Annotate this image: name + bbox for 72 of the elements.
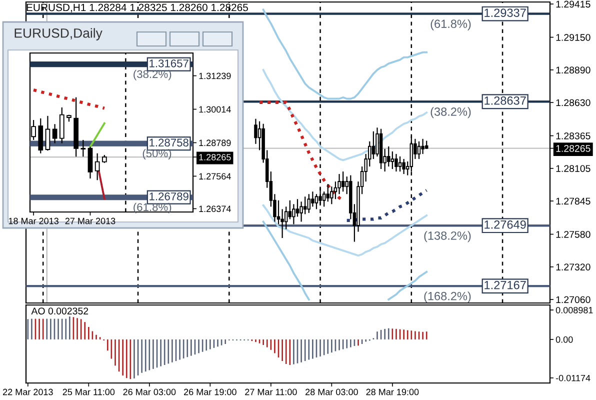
candlestick [387, 146, 390, 168]
candlestick [338, 173, 341, 195]
candlestick [296, 198, 300, 218]
chart-title: AO 0.002352 [31, 308, 88, 314]
annotation: (38.2%) [134, 70, 172, 80]
candlestick [311, 191, 314, 208]
ref-line-label: 1.28637 [484, 96, 526, 105]
x-tick-label: 25 Mar 11:00 [62, 388, 115, 396]
ref-line-label: 1.27167 [484, 280, 526, 290]
y-tick-label: 1.28890 [556, 66, 590, 74]
y-tick-label: 1.27060 [556, 296, 590, 304]
y-tick-label: 1.28789 [199, 140, 231, 146]
y-tick-label: 1.29415 [556, 0, 590, 8]
ref-line-label: 1.31657 [150, 59, 188, 68]
y-tick-label: 1.28265 [199, 154, 231, 160]
ref-line-label: 1.26789 [150, 192, 188, 200]
candlestick [80, 139, 86, 158]
chart-title: EURUSD,Daily [14, 28, 102, 40]
candlestick [59, 106, 64, 144]
chart-title: EURUSD,H1 1.28284 1.28325 1.28260 1.28265 [26, 4, 248, 12]
x-tick-label: 26 Mar 03:00 [123, 388, 176, 396]
candlestick [394, 153, 398, 172]
y-tick-label: 1.27564 [199, 173, 231, 180]
x-tick-label: 28 Mar 19:00 [366, 388, 419, 396]
y-tick-label: 1.26374 [199, 206, 231, 212]
y-tick-label: 1.28630 [556, 99, 590, 106]
ref-line-label: 1.28758 [150, 138, 188, 147]
x-tick-label: 27 Mar 11:00 [245, 388, 297, 396]
annotation: (138.2%) [424, 231, 471, 242]
candlestick [94, 152, 100, 181]
y-tick-label: 1.27845 [556, 198, 590, 205]
x-tick-label: 26 Mar 19:00 [184, 388, 236, 396]
candlestick [307, 194, 311, 214]
candlestick [52, 124, 58, 144]
y-tick-label: 1.28105 [556, 165, 590, 172]
line-series [32, 88, 106, 110]
candlestick [341, 170, 345, 192]
annotation: (38.2%) [430, 107, 471, 118]
candlestick [288, 200, 292, 220]
y-tick-label: -0.01174 [556, 374, 590, 382]
candlestick [402, 158, 406, 175]
candlestick [88, 146, 93, 180]
y-tick-label: 1.27580 [556, 230, 590, 238]
x-tick-label: 27 Mar 2013 [65, 218, 116, 224]
y-tick-label: 0.00 [556, 336, 573, 343]
y-tick-label: 1.27320 [556, 264, 590, 270]
line-series [262, 68, 428, 162]
candlestick [45, 115, 50, 152]
candlestick [390, 150, 394, 170]
ref-line-label: 1.27649 [484, 220, 526, 229]
line-series [262, 8, 428, 100]
candlestick [322, 191, 326, 208]
x-tick-label: 28 Mar 03:00 [306, 388, 358, 396]
candlestick [326, 184, 330, 202]
ref-line-label: 1.29337 [484, 8, 526, 17]
annotation: (50%) [142, 149, 172, 160]
x-tick-label: 22 Mar 2013 [3, 388, 53, 396]
y-tick-label: 1.29150 [556, 34, 590, 41]
annotation: (61.8%) [430, 19, 471, 30]
candlestick [303, 196, 307, 215]
candlestick [398, 156, 402, 172]
x-tick-label: 18 Mar 2013 [8, 218, 58, 224]
candlestick [421, 138, 424, 154]
candlestick [372, 130, 376, 160]
annotation: (61.8%) [134, 202, 172, 214]
annotation: (168.2%) [424, 292, 471, 303]
y-tick-label: 1.31239 [199, 72, 231, 80]
candlestick [417, 140, 421, 160]
y-tick-label: 0.008981 [556, 306, 593, 314]
y-tick-label: 1.28265 [556, 145, 590, 152]
y-tick-label: 1.30014 [199, 106, 231, 113]
y-tick-label: 1.28365 [556, 132, 590, 140]
